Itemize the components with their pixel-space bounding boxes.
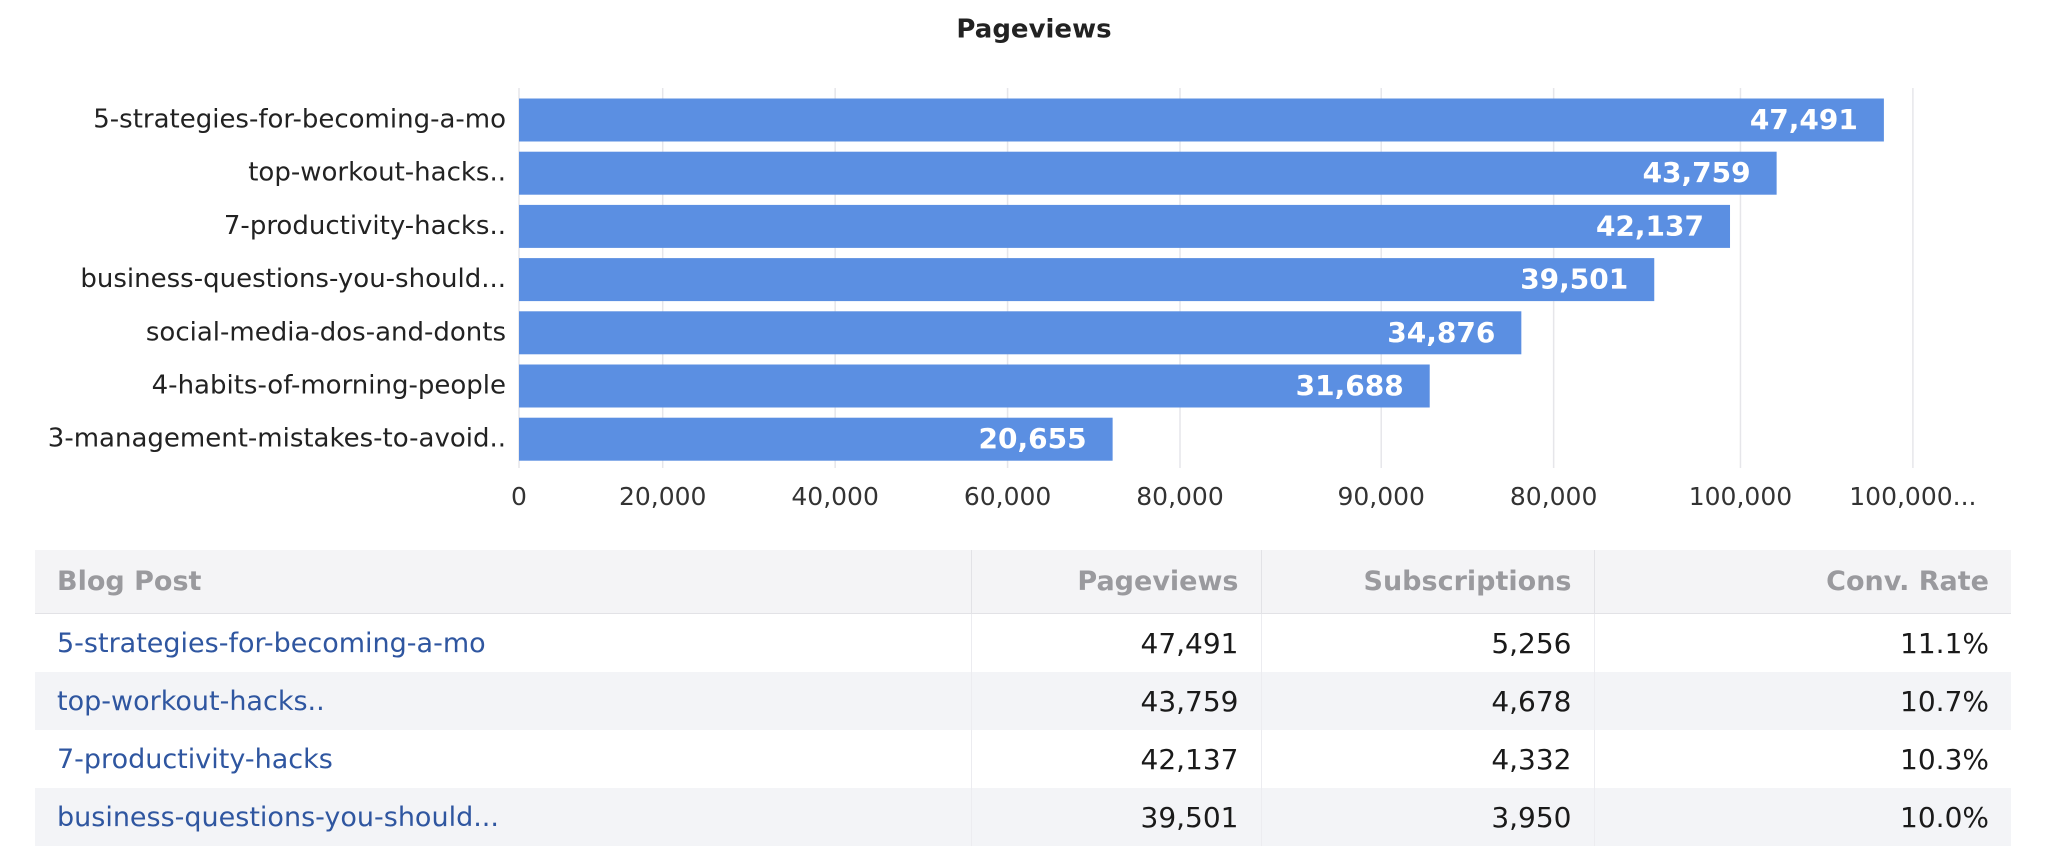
x-tick-label: 0: [511, 482, 527, 511]
y-tick-label: 7-productivity-hacks..: [224, 211, 506, 241]
column-header: Pageviews: [971, 550, 1261, 614]
chart: Pageviews 0 20,000 40,000 60,000 80,000 90,00…: [0, 0, 2045, 540]
bar: [519, 152, 1777, 195]
bar-value-label: 47,491: [1750, 103, 1858, 136]
bar-value-label: 20,655: [979, 422, 1087, 455]
table-cell: 42,137: [971, 730, 1261, 788]
y-tick-label: business-questions-you-should...: [80, 264, 506, 294]
table-cell: 39,501: [971, 788, 1261, 846]
table-cell: 10.0%: [1594, 788, 2011, 846]
bar-value-label: 42,137: [1596, 209, 1704, 242]
x-tick-label: 60,000: [964, 482, 1051, 511]
y-tick-label: top-workout-hacks..: [248, 158, 506, 188]
bar-value-label: 31,688: [1296, 369, 1404, 402]
y-tick-label: social-media-dos-and-donts: [146, 317, 506, 347]
blog-post-link: business-questions-you-should...: [35, 788, 971, 846]
table-cell: 3,950: [1261, 788, 1594, 846]
chart-title: Pageviews: [956, 15, 1111, 45]
table-cell: 4,332: [1261, 730, 1594, 788]
bar: [519, 205, 1730, 248]
x-tick-label: 80,000: [1510, 482, 1597, 511]
blog-post-link: top-workout-hacks..: [35, 672, 971, 730]
table-cell: 5,256: [1261, 614, 1594, 673]
bar: [519, 365, 1430, 408]
x-tick-label: 40,000: [791, 482, 878, 511]
column-header: Conv. Rate: [1594, 550, 2011, 614]
column-header: Subscriptions: [1261, 550, 1594, 614]
x-tick-label: 100,000: [1689, 482, 1792, 511]
bar-value-label: 34,876: [1387, 316, 1495, 349]
y-tick-label: 4-habits-of-morning-people: [152, 371, 506, 401]
x-tick-label: 90,000: [1337, 482, 1424, 511]
blog-post-link: 7-productivity-hacks: [35, 730, 971, 788]
column-header: Blog Post: [35, 550, 971, 614]
x-tick-label: 100,000...: [1849, 482, 1976, 511]
table-cell: 10.3%: [1594, 730, 2011, 788]
table-cell: 11.1%: [1594, 614, 2011, 673]
table-cell: 4,678: [1261, 672, 1594, 730]
bar-value-label: 43,759: [1643, 156, 1751, 189]
bar: [519, 311, 1521, 354]
y-tick-label: 3-management-mistakes-to-avoid..: [48, 424, 506, 454]
bar: [519, 99, 1884, 142]
blog-post-link: 5-strategies-for-becoming-a-mo: [35, 614, 971, 673]
bar-value-label: 39,501: [1520, 263, 1628, 296]
table-cell: 43,759: [971, 672, 1261, 730]
table-cell: 47,491: [971, 614, 1261, 673]
x-tick-label: 80,000: [1136, 482, 1223, 511]
table-cell: 10.7%: [1594, 672, 2011, 730]
bar: [519, 258, 1654, 301]
x-tick-label: 20,000: [619, 482, 706, 511]
y-tick-label: 5-strategies-for-becoming-a-mo: [93, 105, 506, 135]
